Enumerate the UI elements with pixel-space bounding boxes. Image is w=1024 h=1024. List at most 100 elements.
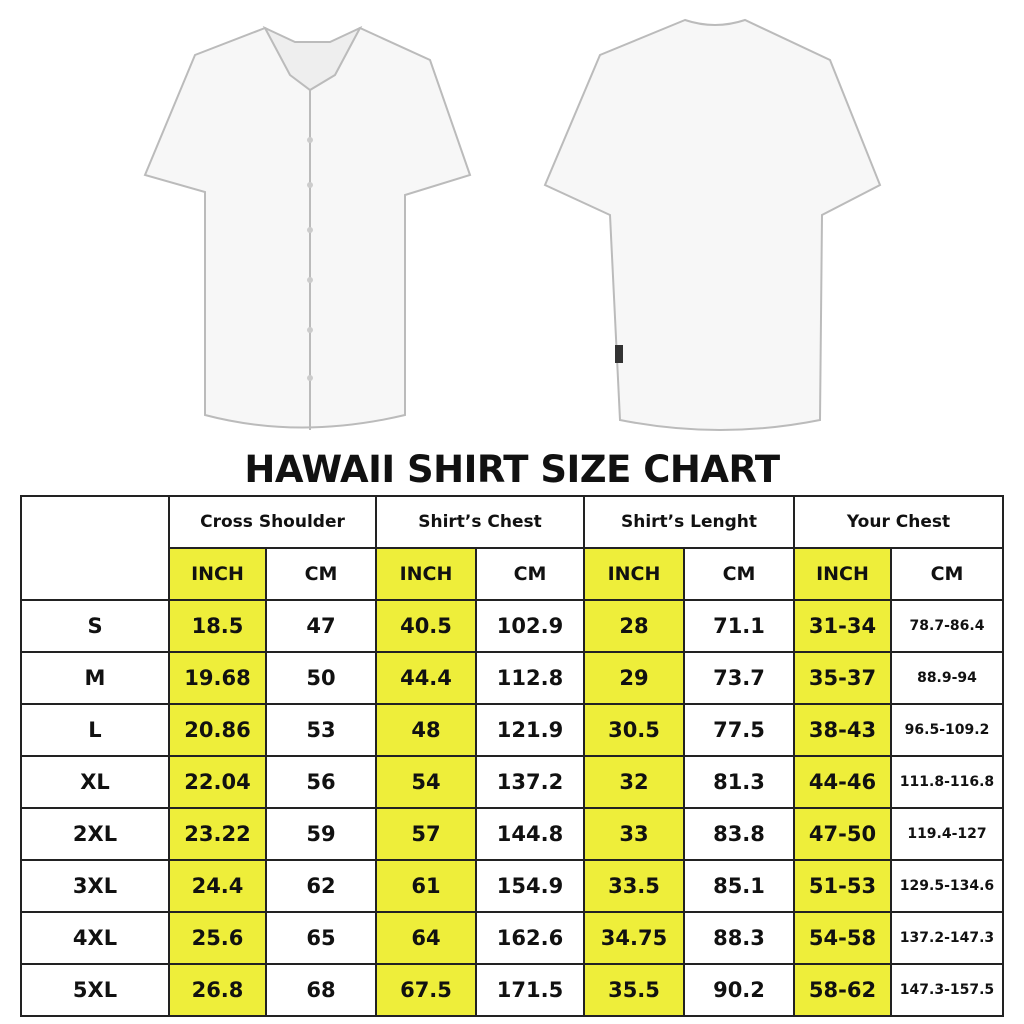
size-value: 64 (375, 911, 477, 965)
size-value: 25.6 (168, 911, 267, 965)
size-value: 33.5 (583, 859, 685, 913)
size-value: 20.86 (168, 703, 267, 757)
size-value: 18.5 (168, 599, 267, 653)
unit-header: INCH (375, 547, 477, 601)
size-value: 68 (265, 963, 377, 1017)
size-value: 34.75 (583, 911, 685, 965)
size-value: 38-43 (793, 703, 892, 757)
size-value: 44-46 (793, 755, 892, 809)
unit-header: CM (890, 547, 1004, 601)
group-header: Shirt’s Lenght (583, 495, 795, 549)
size-value: 35.5 (583, 963, 685, 1017)
header-row: Cross Shoulder Shirt’s Chest Shirt’s Lengh… (20, 495, 1004, 601)
size-value: 71.1 (683, 599, 795, 653)
unit-header: INCH (583, 547, 685, 601)
size-value: 137.2-147.3 (890, 911, 1004, 965)
size-row: XL 22.04 56 54 137.2 32 81.3 44-46 111.8-116.8 (20, 755, 1004, 809)
group-header: Shirt’s Chest (375, 495, 585, 549)
size-value: 96.5-109.2 (890, 703, 1004, 757)
size-value: 48 (375, 703, 477, 757)
size-value: 112.8 (475, 651, 585, 705)
size-table: Cross Shoulder Shirt’s Chest Shirt’s Lengh… (20, 495, 1004, 1017)
size-value: 28 (583, 599, 685, 653)
size-value: 57 (375, 807, 477, 861)
size-label: S (20, 599, 170, 653)
size-value: 147.3-157.5 (890, 963, 1004, 1017)
size-label: 5XL (20, 963, 170, 1017)
size-value: 111.8-116.8 (890, 755, 1004, 809)
size-value: 54 (375, 755, 477, 809)
size-value: 29 (583, 651, 685, 705)
size-value: 88.9-94 (890, 651, 1004, 705)
size-value: 44.4 (375, 651, 477, 705)
size-value: 88.3 (683, 911, 795, 965)
size-value: 54-58 (793, 911, 892, 965)
group-header: Cross Shoulder (168, 495, 377, 549)
size-value: 56 (265, 755, 377, 809)
size-label: L (20, 703, 170, 757)
size-value: 81.3 (683, 755, 795, 809)
size-value: 59 (265, 807, 377, 861)
size-value: 85.1 (683, 859, 795, 913)
unit-header: CM (475, 547, 585, 601)
size-value: 40.5 (375, 599, 477, 653)
size-value: 154.9 (475, 859, 585, 913)
size-value: 50 (265, 651, 377, 705)
size-value: 53 (265, 703, 377, 757)
size-row: 5XL 26.8 68 67.5 171.5 35.5 90.2 58-62 147.3-157… (20, 963, 1004, 1017)
size-value: 61 (375, 859, 477, 913)
size-label: M (20, 651, 170, 705)
size-label: 4XL (20, 911, 170, 965)
size-value: 51-53 (793, 859, 892, 913)
size-value: 67.5 (375, 963, 477, 1017)
size-value: 129.5-134.6 (890, 859, 1004, 913)
shirt-front (143, 25, 472, 430)
size-value: 24.4 (168, 859, 267, 913)
size-value: 121.9 (475, 703, 585, 757)
unit-row: INCH CM INCH CM INCH CM INCH CM (21, 547, 1004, 601)
size-value: 47-50 (793, 807, 892, 861)
size-value: 33 (583, 807, 685, 861)
size-row: 3XL 24.4 62 61 154.9 33.5 85.1 51-53 129.5-134.6 (20, 859, 1004, 913)
size-label: XL (20, 755, 170, 809)
size-value: 47 (265, 599, 377, 653)
size-value: 23.22 (168, 807, 267, 861)
size-value: 65 (265, 911, 377, 965)
size-row: 4XL 25.6 65 64 162.6 34.75 88.3 54-58 137.2-147.… (20, 911, 1004, 965)
unit-header: CM (683, 547, 795, 601)
size-value: 62 (265, 859, 377, 913)
size-value: 162.6 (475, 911, 585, 965)
size-value: 90.2 (683, 963, 795, 1017)
size-value: 26.8 (168, 963, 267, 1017)
shirt-back (543, 18, 882, 431)
size-value: 137.2 (475, 755, 585, 809)
size-value: 31-34 (793, 599, 892, 653)
size-value: 119.4-127 (890, 807, 1004, 861)
chart-title: HAWAII SHIRT SIZE CHART (244, 448, 780, 491)
shirt-photos (143, 18, 882, 431)
size-value: 73.7 (683, 651, 795, 705)
unit-header: CM (265, 547, 377, 601)
size-value: 78.7-86.4 (890, 599, 1004, 653)
size-row: S 18.5 47 40.5 102.9 28 71.1 31-34 78.7-86.4 (20, 599, 1004, 653)
size-value: 19.68 (168, 651, 267, 705)
unit-header: INCH (793, 547, 892, 601)
size-value: 35-37 (793, 651, 892, 705)
size-value: 30.5 (583, 703, 685, 757)
group-header: Your Chest (793, 495, 1004, 549)
size-row: M 19.68 50 44.4 112.8 29 73.7 35-37 88.9-94 (20, 651, 1004, 705)
size-row: 2XL 23.22 59 57 144.8 33 83.8 47-50 119.4-127 (20, 807, 1004, 861)
size-value: 58-62 (793, 963, 892, 1017)
size-value: 144.8 (475, 807, 585, 861)
size-label: 3XL (20, 859, 170, 913)
size-row: L 20.86 53 48 121.9 30.5 77.5 38-43 96.5-109.2 (20, 703, 1004, 757)
size-value: 171.5 (475, 963, 585, 1017)
size-value: 22.04 (168, 755, 267, 809)
size-value: 102.9 (475, 599, 585, 653)
unit-header: INCH (168, 547, 267, 601)
size-label: 2XL (20, 807, 170, 861)
size-value: 77.5 (683, 703, 795, 757)
size-value: 32 (583, 755, 685, 809)
size-value: 83.8 (683, 807, 795, 861)
